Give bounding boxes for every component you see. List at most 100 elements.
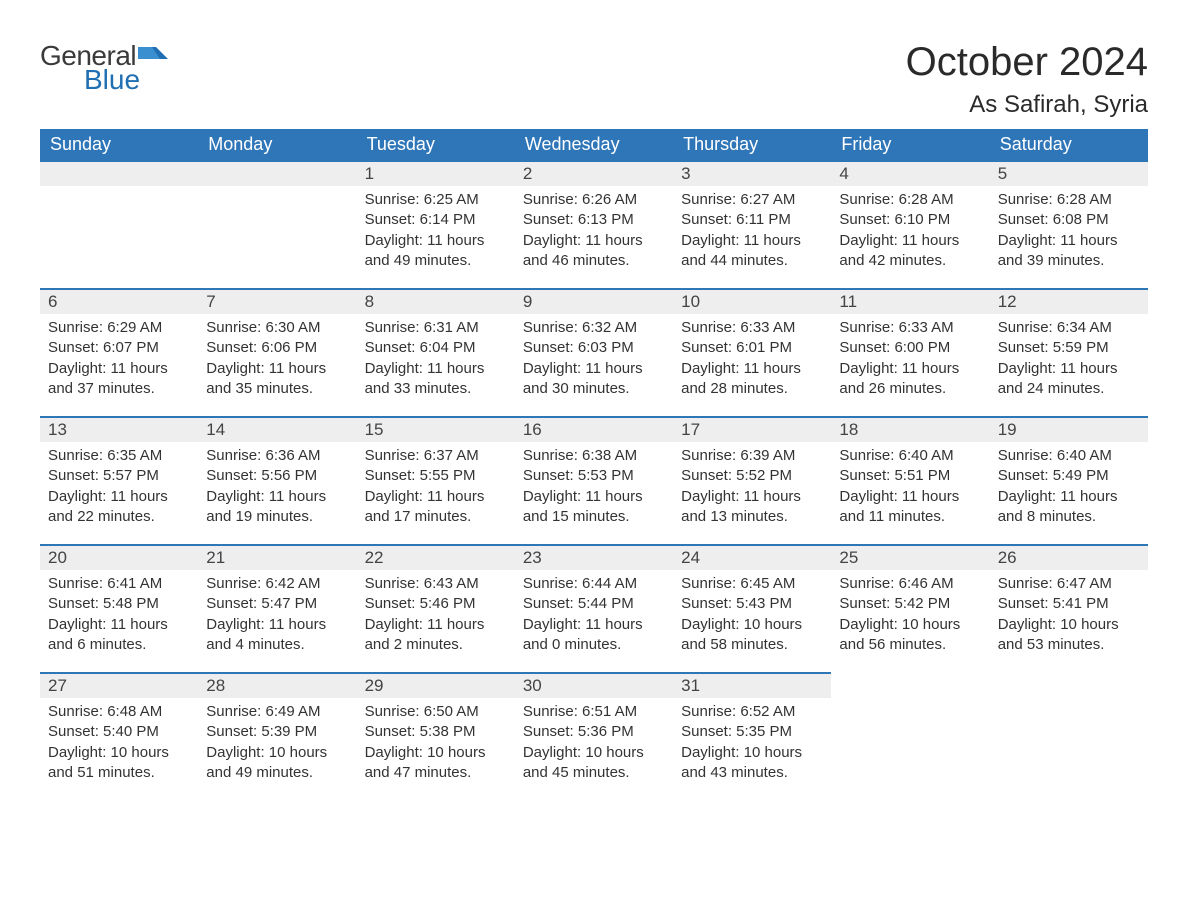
day-details: Sunrise: 6:42 AMSunset: 5:47 PMDaylight:…	[198, 570, 356, 663]
calendar-cell: 10Sunrise: 6:33 AMSunset: 6:01 PMDayligh…	[673, 288, 831, 416]
day-number: 31	[673, 672, 831, 698]
day-number: 7	[198, 288, 356, 314]
sunrise-line: Sunrise: 6:38 AM	[523, 446, 665, 466]
day-details: Sunrise: 6:35 AMSunset: 5:57 PMDaylight:…	[40, 442, 198, 535]
daylight-line: Daylight: 11 hours and 26 minutes.	[839, 359, 981, 400]
calendar-cell: 25Sunrise: 6:46 AMSunset: 5:42 PMDayligh…	[831, 544, 989, 672]
sunset-line: Sunset: 6:03 PM	[523, 338, 665, 358]
sunset-line: Sunset: 5:48 PM	[48, 594, 190, 614]
sunrise-line: Sunrise: 6:26 AM	[523, 190, 665, 210]
day-details: Sunrise: 6:31 AMSunset: 6:04 PMDaylight:…	[357, 314, 515, 407]
sunrise-line: Sunrise: 6:42 AM	[206, 574, 348, 594]
day-details: Sunrise: 6:39 AMSunset: 5:52 PMDaylight:…	[673, 442, 831, 535]
sunrise-line: Sunrise: 6:44 AM	[523, 574, 665, 594]
calendar-week-row: 27Sunrise: 6:48 AMSunset: 5:40 PMDayligh…	[40, 672, 1148, 800]
day-details: Sunrise: 6:34 AMSunset: 5:59 PMDaylight:…	[990, 314, 1148, 407]
calendar-week-row: 1Sunrise: 6:25 AMSunset: 6:14 PMDaylight…	[40, 160, 1148, 288]
sunrise-line: Sunrise: 6:46 AM	[839, 574, 981, 594]
day-number: 6	[40, 288, 198, 314]
title-block: October 2024 As Safirah, Syria	[906, 40, 1148, 119]
day-number: 15	[357, 416, 515, 442]
calendar-week-row: 13Sunrise: 6:35 AMSunset: 5:57 PMDayligh…	[40, 416, 1148, 544]
sunset-line: Sunset: 6:08 PM	[998, 210, 1140, 230]
day-details: Sunrise: 6:52 AMSunset: 5:35 PMDaylight:…	[673, 698, 831, 791]
day-details: Sunrise: 6:49 AMSunset: 5:39 PMDaylight:…	[198, 698, 356, 791]
day-details: Sunrise: 6:32 AMSunset: 6:03 PMDaylight:…	[515, 314, 673, 407]
sunset-line: Sunset: 5:41 PM	[998, 594, 1140, 614]
sunset-line: Sunset: 5:42 PM	[839, 594, 981, 614]
weekday-header: Saturday	[990, 129, 1148, 160]
day-number: 4	[831, 160, 989, 186]
weekday-header-row: SundayMondayTuesdayWednesdayThursdayFrid…	[40, 129, 1148, 160]
daylight-line: Daylight: 11 hours and 13 minutes.	[681, 487, 823, 528]
day-number: 10	[673, 288, 831, 314]
calendar-week-row: 6Sunrise: 6:29 AMSunset: 6:07 PMDaylight…	[40, 288, 1148, 416]
calendar-cell: 24Sunrise: 6:45 AMSunset: 5:43 PMDayligh…	[673, 544, 831, 672]
sunrise-line: Sunrise: 6:27 AM	[681, 190, 823, 210]
day-number: 24	[673, 544, 831, 570]
day-details: Sunrise: 6:33 AMSunset: 6:01 PMDaylight:…	[673, 314, 831, 407]
calendar-cell: 29Sunrise: 6:50 AMSunset: 5:38 PMDayligh…	[357, 672, 515, 800]
sunrise-line: Sunrise: 6:28 AM	[998, 190, 1140, 210]
calendar-cell: 22Sunrise: 6:43 AMSunset: 5:46 PMDayligh…	[357, 544, 515, 672]
day-number: 20	[40, 544, 198, 570]
day-number: 22	[357, 544, 515, 570]
sunset-line: Sunset: 5:56 PM	[206, 466, 348, 486]
day-details: Sunrise: 6:25 AMSunset: 6:14 PMDaylight:…	[357, 186, 515, 279]
day-number: 26	[990, 544, 1148, 570]
sunset-line: Sunset: 5:49 PM	[998, 466, 1140, 486]
day-details: Sunrise: 6:43 AMSunset: 5:46 PMDaylight:…	[357, 570, 515, 663]
calendar-cell: 15Sunrise: 6:37 AMSunset: 5:55 PMDayligh…	[357, 416, 515, 544]
sunset-line: Sunset: 5:39 PM	[206, 722, 348, 742]
sunset-line: Sunset: 6:06 PM	[206, 338, 348, 358]
day-number: 2	[515, 160, 673, 186]
day-number: 27	[40, 672, 198, 698]
sunset-line: Sunset: 5:43 PM	[681, 594, 823, 614]
sunset-line: Sunset: 5:38 PM	[365, 722, 507, 742]
day-number: 9	[515, 288, 673, 314]
day-details: Sunrise: 6:37 AMSunset: 5:55 PMDaylight:…	[357, 442, 515, 535]
day-number: 8	[357, 288, 515, 314]
calendar-cell: 26Sunrise: 6:47 AMSunset: 5:41 PMDayligh…	[990, 544, 1148, 672]
day-details: Sunrise: 6:27 AMSunset: 6:11 PMDaylight:…	[673, 186, 831, 279]
day-details: Sunrise: 6:40 AMSunset: 5:49 PMDaylight:…	[990, 442, 1148, 535]
daylight-line: Daylight: 10 hours and 45 minutes.	[523, 743, 665, 784]
sunrise-line: Sunrise: 6:40 AM	[839, 446, 981, 466]
sunset-line: Sunset: 5:59 PM	[998, 338, 1140, 358]
sunrise-line: Sunrise: 6:52 AM	[681, 702, 823, 722]
daylight-line: Daylight: 11 hours and 17 minutes.	[365, 487, 507, 528]
day-details: Sunrise: 6:36 AMSunset: 5:56 PMDaylight:…	[198, 442, 356, 535]
daylight-line: Daylight: 11 hours and 24 minutes.	[998, 359, 1140, 400]
daylight-line: Daylight: 11 hours and 2 minutes.	[365, 615, 507, 656]
calendar-cell: 1Sunrise: 6:25 AMSunset: 6:14 PMDaylight…	[357, 160, 515, 288]
day-number: 11	[831, 288, 989, 314]
calendar-cell: 16Sunrise: 6:38 AMSunset: 5:53 PMDayligh…	[515, 416, 673, 544]
calendar-cell	[990, 672, 1148, 800]
day-number: 18	[831, 416, 989, 442]
calendar-cell: 12Sunrise: 6:34 AMSunset: 5:59 PMDayligh…	[990, 288, 1148, 416]
daylight-line: Daylight: 11 hours and 35 minutes.	[206, 359, 348, 400]
day-details: Sunrise: 6:30 AMSunset: 6:06 PMDaylight:…	[198, 314, 356, 407]
sunset-line: Sunset: 6:10 PM	[839, 210, 981, 230]
sunrise-line: Sunrise: 6:36 AM	[206, 446, 348, 466]
daylight-line: Daylight: 11 hours and 15 minutes.	[523, 487, 665, 528]
sunset-line: Sunset: 5:47 PM	[206, 594, 348, 614]
sunrise-line: Sunrise: 6:48 AM	[48, 702, 190, 722]
calendar-cell	[198, 160, 356, 288]
page-header: General Blue October 2024 As Safirah, Sy…	[40, 40, 1148, 119]
daylight-line: Daylight: 10 hours and 58 minutes.	[681, 615, 823, 656]
sunset-line: Sunset: 5:53 PM	[523, 466, 665, 486]
sunrise-line: Sunrise: 6:33 AM	[839, 318, 981, 338]
month-title: October 2024	[906, 40, 1148, 85]
daylight-line: Daylight: 10 hours and 43 minutes.	[681, 743, 823, 784]
daylight-line: Daylight: 11 hours and 4 minutes.	[206, 615, 348, 656]
daylight-line: Daylight: 11 hours and 8 minutes.	[998, 487, 1140, 528]
sunrise-line: Sunrise: 6:50 AM	[365, 702, 507, 722]
sunset-line: Sunset: 5:57 PM	[48, 466, 190, 486]
sunrise-line: Sunrise: 6:39 AM	[681, 446, 823, 466]
calendar-cell: 2Sunrise: 6:26 AMSunset: 6:13 PMDaylight…	[515, 160, 673, 288]
location-label: As Safirah, Syria	[906, 91, 1148, 119]
calendar-week-row: 20Sunrise: 6:41 AMSunset: 5:48 PMDayligh…	[40, 544, 1148, 672]
logo-word-blue: Blue	[84, 64, 140, 96]
day-number	[198, 160, 356, 186]
